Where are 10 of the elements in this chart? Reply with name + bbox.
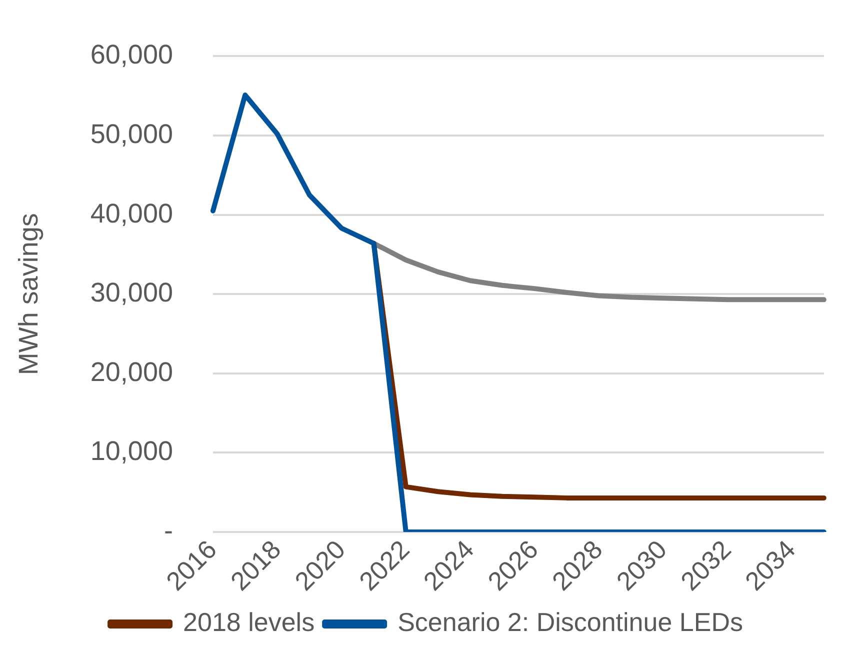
y-tick-label: 30,000 [90,278,173,308]
y-tick-label: 40,000 [90,198,173,228]
legend-label: 2018 levels [183,607,315,638]
y-tick-label: 60,000 [90,40,173,70]
y-tick-label: 50,000 [90,118,173,149]
legend-label: Scenario 2: Discontinue LEDs [398,607,743,638]
y-axis-title: MWh savings [14,213,44,376]
y-tick-label: 10,000 [90,436,173,466]
y-tick-label: - [164,515,173,546]
y-tick-label: 20,000 [90,356,173,387]
